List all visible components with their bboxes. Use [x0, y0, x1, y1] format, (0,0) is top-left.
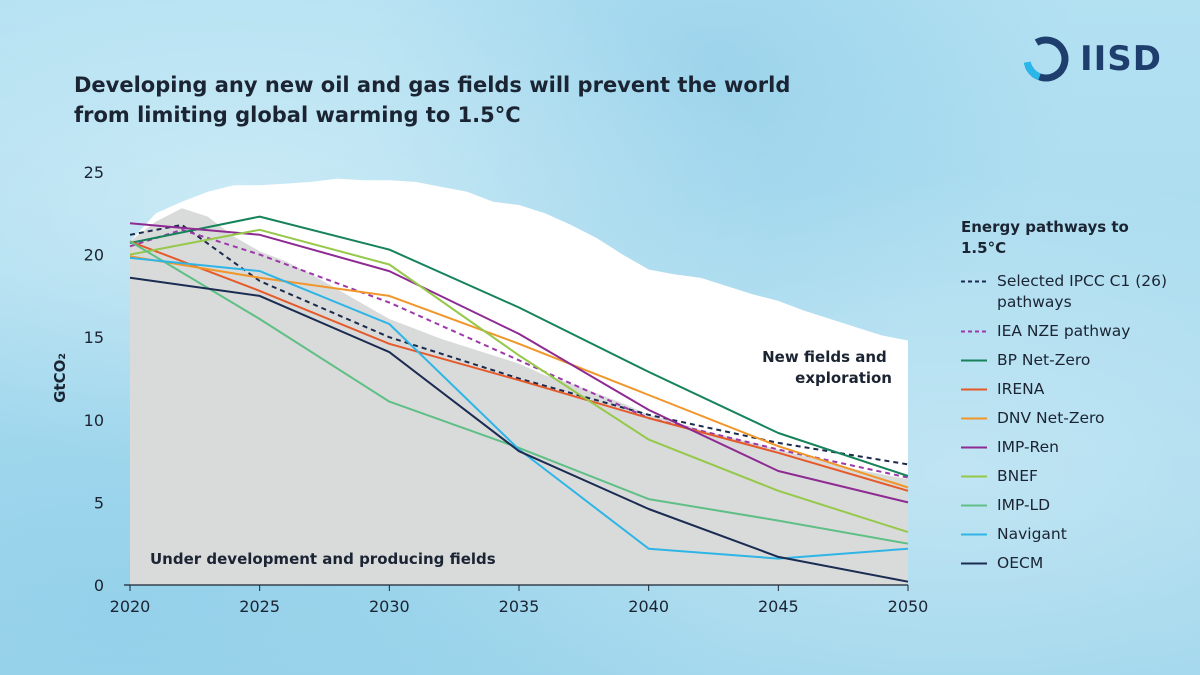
page-title: Developing any new oil and gas fields wi…	[74, 73, 791, 127]
area-producing-fields	[130, 208, 908, 586]
y-tick-label: 15	[84, 328, 104, 347]
logo-text: IISD	[1080, 39, 1163, 79]
legend-label: OECM	[997, 554, 1044, 572]
legend-swatch	[961, 417, 987, 420]
legend-item: Selected IPCC C1 (26) pathways	[961, 271, 1191, 313]
legend-label: IEA NZE pathway	[997, 322, 1131, 340]
series-line-irena	[129, 240, 909, 492]
legend-item: IMP-LD	[961, 495, 1191, 516]
legend-swatch	[961, 533, 987, 536]
chart-areas	[130, 178, 908, 586]
y-tick-label: 25	[84, 163, 104, 182]
legend-item: Navigant	[961, 524, 1191, 545]
y-tick-label: 10	[84, 411, 104, 430]
series-line-imp-ld	[129, 240, 909, 545]
area-label-new-fields: New fields and exploration	[762, 348, 892, 387]
legend-label: IMP-Ren	[997, 438, 1059, 456]
legend-label: BP Net-Zero	[997, 351, 1091, 369]
x-tick-label: 2045	[758, 597, 799, 616]
y-tick-label: 0	[94, 576, 104, 595]
series-line-imp-ren	[129, 222, 909, 504]
legend-swatch	[961, 562, 987, 565]
series-line-dnv-net-zero	[129, 255, 909, 489]
legend: Energy pathways to 1.5°C Selected IPCC C…	[961, 217, 1191, 582]
series-line-oecm	[129, 276, 909, 583]
legend-item: BNEF	[961, 466, 1191, 487]
legend-item: OECM	[961, 553, 1191, 574]
legend-label: Selected IPCC C1 (26) pathways	[997, 272, 1168, 311]
legend-item: IEA NZE pathway	[961, 321, 1191, 342]
legend-label: Navigant	[997, 525, 1067, 543]
x-tick-label: 2040	[628, 597, 669, 616]
y-tick-label: 20	[84, 246, 104, 265]
x-tick-label: 2035	[499, 597, 540, 616]
legend-title: Energy pathways to 1.5°C	[961, 218, 1129, 257]
legend-swatch	[961, 504, 987, 507]
iisd-logo: IISD	[1020, 33, 1162, 85]
legend-label: DNV Net-Zero	[997, 409, 1105, 427]
y-tick-label: 5	[94, 493, 104, 512]
legend-swatch	[961, 359, 987, 362]
x-tick-label: 2050	[888, 597, 929, 616]
iisd-ring-icon	[1023, 36, 1069, 82]
legend-item: IRENA	[961, 379, 1191, 400]
legend-swatch	[961, 388, 987, 391]
series-line-bnef	[129, 228, 909, 534]
legend-item: DNV Net-Zero	[961, 408, 1191, 429]
x-tick-label: 2025	[239, 597, 280, 616]
series-line-navigant	[129, 256, 909, 560]
legend-item: BP Net-Zero	[961, 350, 1191, 371]
legend-items: Selected IPCC C1 (26) pathways IEA NZE pa…	[961, 271, 1191, 574]
legend-swatch	[961, 475, 987, 478]
legend-label: IMP-LD	[997, 496, 1051, 514]
x-tick-label: 2020	[110, 597, 151, 616]
series-line-bp-net-zero	[129, 215, 909, 477]
series-line-iea-nze-pathway	[129, 228, 909, 479]
legend-swatch	[961, 280, 987, 283]
legend-swatch	[961, 446, 987, 449]
area-label-producing-fields: Under development and producing fields	[150, 550, 496, 568]
legend-swatch	[961, 330, 987, 333]
legend-item: IMP-Ren	[961, 437, 1191, 458]
legend-label: BNEF	[997, 467, 1038, 485]
chart-series	[129, 215, 909, 583]
legend-label: IRENA	[997, 380, 1045, 398]
x-tick-label: 2030	[369, 597, 410, 616]
y-axis-label: GtCO₂	[51, 353, 69, 403]
